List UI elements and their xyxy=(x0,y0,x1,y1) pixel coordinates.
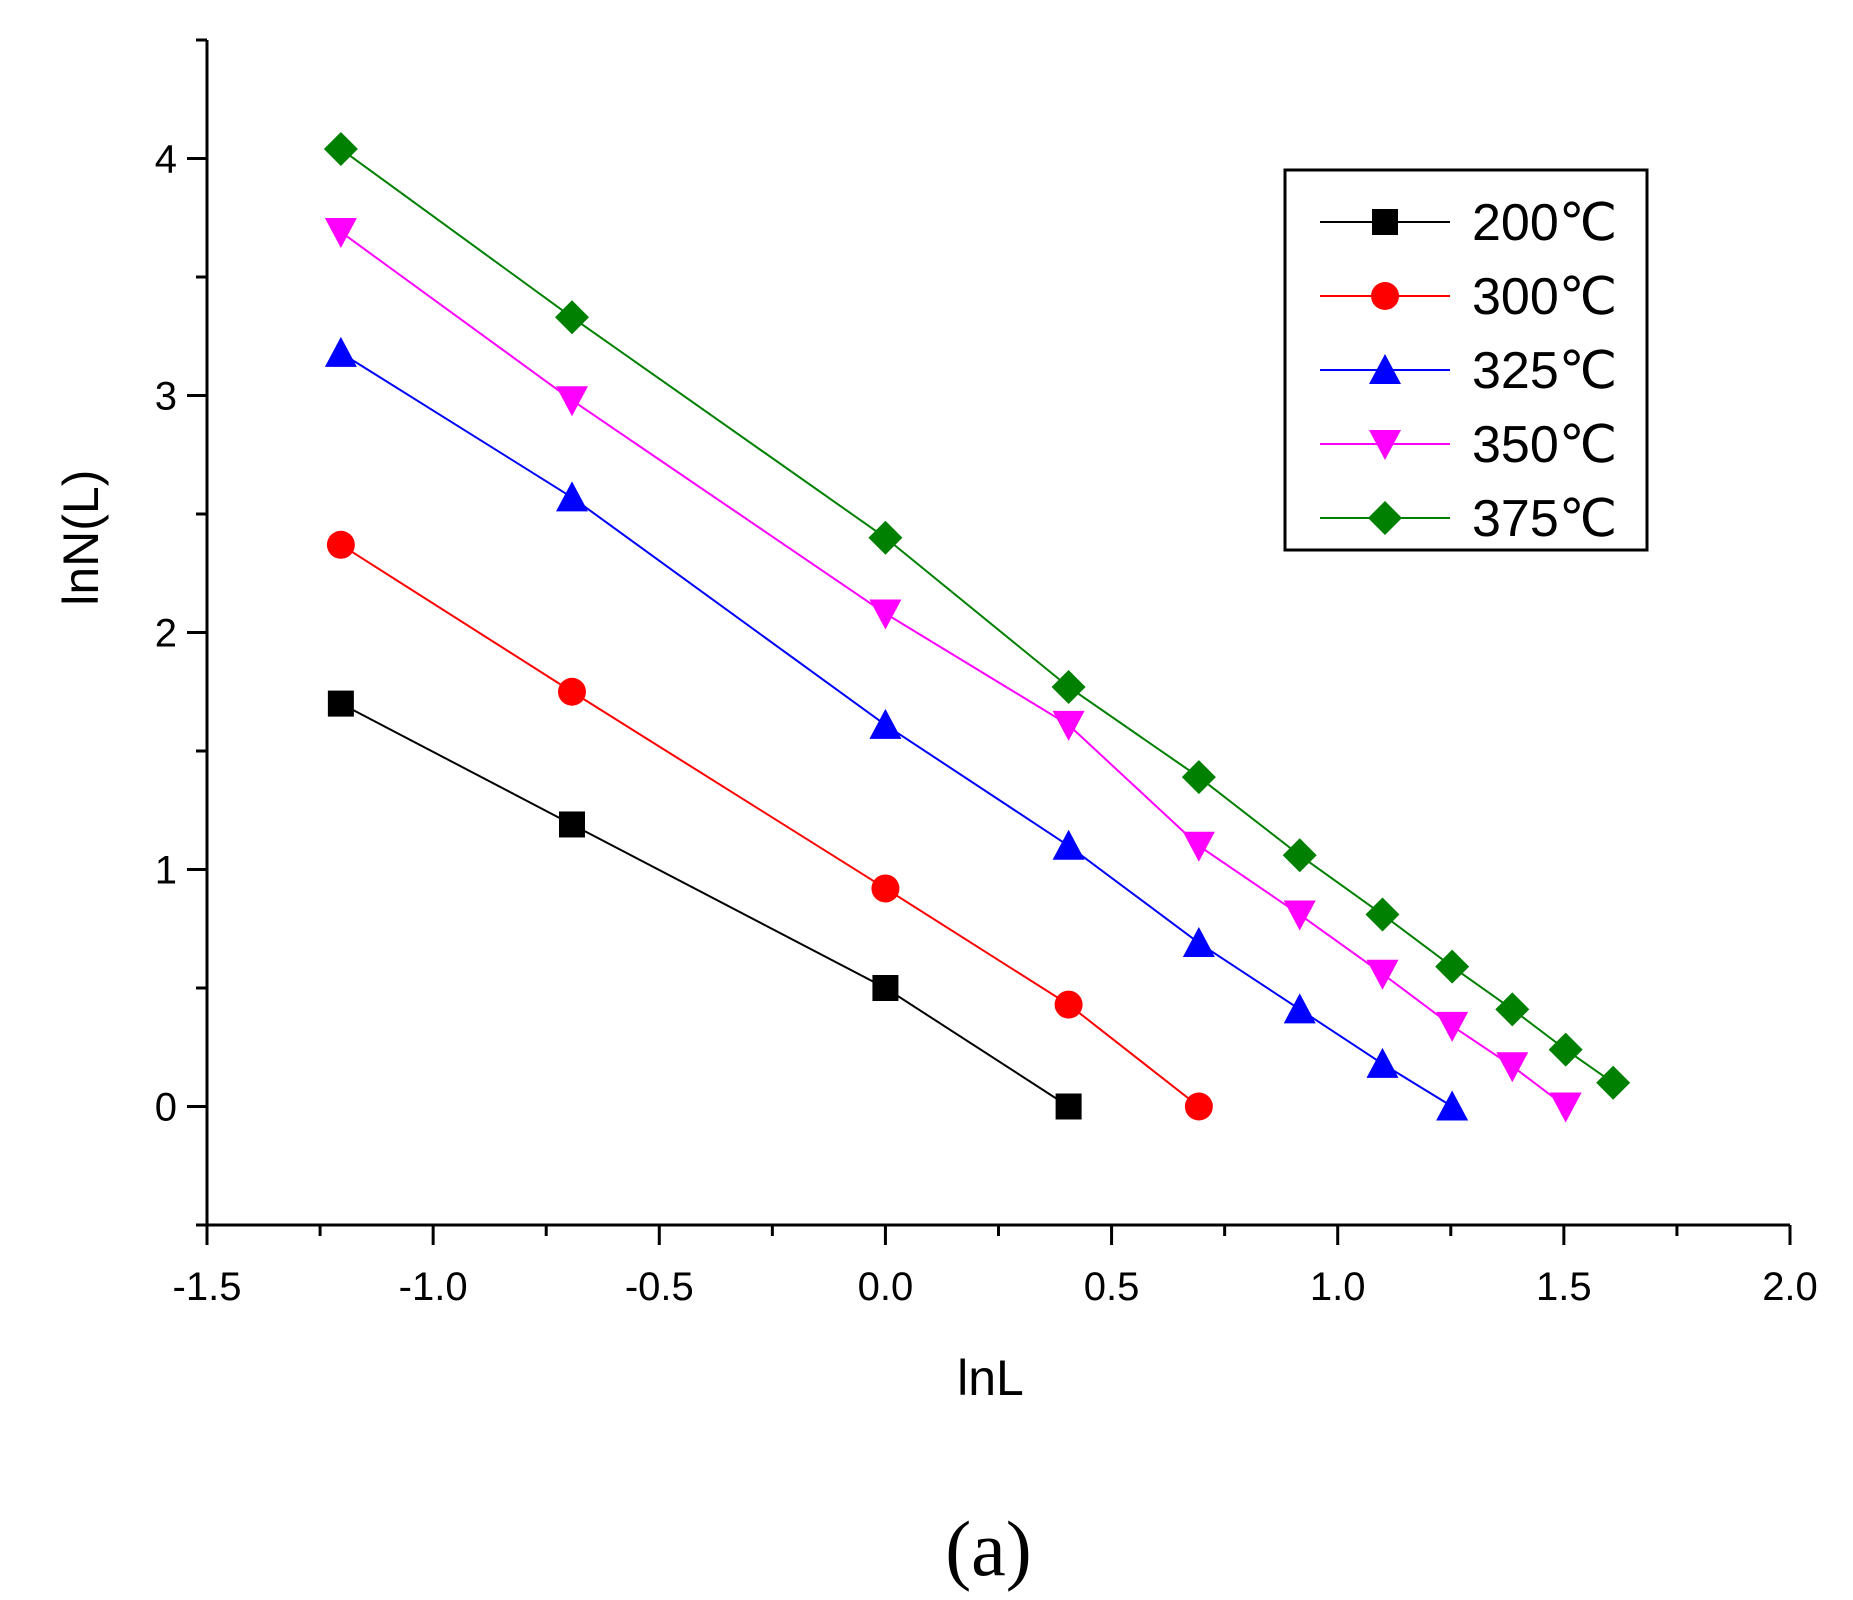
data-point xyxy=(557,677,586,706)
data-point xyxy=(1366,959,1399,990)
data-point xyxy=(554,300,589,335)
x-tick-label: -1.0 xyxy=(399,1265,468,1309)
data-point xyxy=(555,386,588,417)
data-point xyxy=(1548,1032,1583,1067)
x-tick-label: -0.5 xyxy=(625,1265,694,1309)
data-point xyxy=(871,874,900,903)
data-point xyxy=(1184,1092,1213,1121)
data-point xyxy=(1435,949,1470,984)
legend-marker xyxy=(1371,282,1399,310)
data-point xyxy=(1182,926,1215,957)
legend-box xyxy=(1283,168,1649,552)
data-point xyxy=(1283,993,1316,1024)
x-tick-label: 1.5 xyxy=(1536,1265,1592,1309)
x-tick-label: 0.0 xyxy=(858,1265,914,1309)
data-point xyxy=(323,132,358,167)
data-point xyxy=(1282,838,1317,873)
data-point xyxy=(324,336,357,367)
y-tick-label: 0 xyxy=(155,1086,177,1130)
data-point xyxy=(326,530,355,559)
data-point xyxy=(327,690,354,717)
data-point xyxy=(1366,1047,1399,1078)
y-axis-title: lnN(L) xyxy=(53,470,109,606)
y-tick-label: 4 xyxy=(155,138,177,182)
x-tick-label: 2.0 xyxy=(1762,1265,1818,1309)
y-tick-label: 2 xyxy=(155,612,177,656)
legend-label: 200℃ xyxy=(1472,194,1617,252)
legend-label: 350℃ xyxy=(1472,416,1617,474)
data-point xyxy=(1495,992,1530,1027)
series-2 xyxy=(324,336,1469,1121)
data-point xyxy=(1596,1065,1631,1100)
x-axis-title: lnL xyxy=(957,1350,1024,1406)
legend-marker xyxy=(1368,501,1402,535)
data-point xyxy=(872,975,899,1001)
series-line xyxy=(340,543,1200,1108)
data-point xyxy=(1283,900,1316,931)
data-point xyxy=(1054,990,1083,1019)
data-point xyxy=(868,520,903,555)
legend-marker xyxy=(1372,209,1398,235)
data-point xyxy=(869,708,902,739)
x-tick-label: 1.0 xyxy=(1310,1265,1366,1309)
data-point xyxy=(1436,1011,1469,1042)
legend: 200℃ 300℃ 325℃ 350℃ 375℃ xyxy=(1283,168,1649,552)
data-point xyxy=(1182,831,1215,862)
y-tick-label: 1 xyxy=(155,849,177,893)
series-line xyxy=(340,702,1070,1108)
series-line xyxy=(340,231,1567,1108)
data-point xyxy=(324,217,357,248)
data-point xyxy=(555,481,588,512)
data-point xyxy=(1496,1052,1529,1083)
figure-caption: (a) xyxy=(945,1505,1032,1592)
x-tick-label: 0.5 xyxy=(1084,1265,1140,1309)
series-line xyxy=(340,351,1453,1108)
series-4 xyxy=(323,132,1631,1100)
x-tick-label: -1.5 xyxy=(173,1265,242,1309)
data-point xyxy=(1549,1092,1582,1123)
series-layer xyxy=(323,132,1631,1123)
legend-label: 300℃ xyxy=(1472,268,1617,326)
y-tick-label: 3 xyxy=(155,375,177,419)
series-1 xyxy=(326,530,1213,1121)
legend-marker xyxy=(1369,430,1401,460)
data-point xyxy=(1436,1090,1469,1121)
data-point xyxy=(1052,829,1085,860)
data-point xyxy=(558,811,585,838)
data-point xyxy=(1051,670,1086,705)
legend-label: 325℃ xyxy=(1472,342,1617,400)
legend-marker xyxy=(1369,354,1401,384)
data-point xyxy=(869,599,902,630)
data-point xyxy=(1052,710,1085,741)
legend-label: 375℃ xyxy=(1472,490,1617,548)
series-3 xyxy=(324,217,1582,1123)
series-0 xyxy=(327,690,1082,1120)
data-point xyxy=(1365,897,1400,932)
data-point xyxy=(1055,1093,1082,1120)
axes: -1.5 -1.0 -0.5 0.0 0.5 1.0 1.5 2.0 0 1 2 3 4 xyxy=(155,38,1818,1309)
data-point xyxy=(1181,760,1216,795)
